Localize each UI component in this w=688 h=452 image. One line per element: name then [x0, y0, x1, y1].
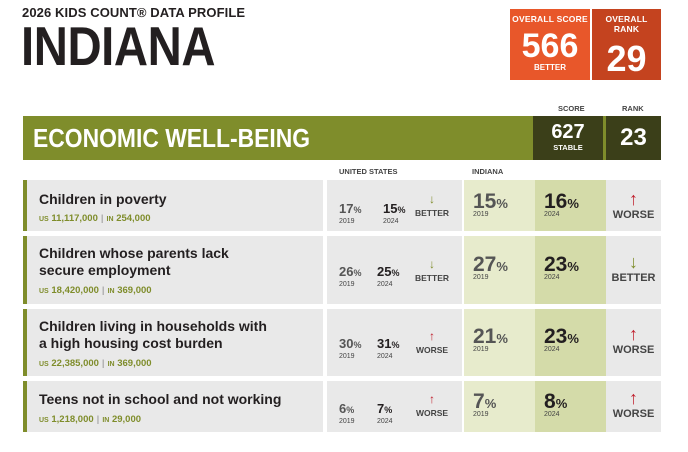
- state-name: INDIANA: [21, 15, 216, 77]
- profile-label: 2026 KIDS COUNT® DATA PROFILE: [22, 5, 246, 20]
- state-value-2024: 23% 2024: [544, 253, 579, 282]
- domain-title: ECONOMIC WELL-BEING: [33, 123, 311, 153]
- indicator-counts: US 18,420,000 | IN 369,000: [39, 285, 152, 296]
- overall-score-box: OVERALL SCORE 566 BETTER: [510, 9, 590, 80]
- indicator-counts: US 1,218,000 | IN 29,000: [39, 414, 142, 425]
- overall-score-label: OVERALL SCORE: [512, 14, 588, 24]
- us-value-2019: 30% 2019: [339, 336, 362, 360]
- row-accent: [23, 381, 27, 432]
- overall-score-value: 566: [521, 27, 579, 65]
- down-arrow-icon: ↓: [429, 257, 435, 271]
- overall-score-trend: BETTER: [534, 63, 566, 72]
- state-value-2019: 7% 2019: [473, 390, 497, 419]
- state-value-2024: 23% 2024: [544, 325, 579, 354]
- indicator-name: Teens not in school and not working: [39, 391, 282, 407]
- us-value-2024: 7% 2024: [377, 401, 393, 425]
- up-arrow-icon: ↑: [629, 388, 638, 408]
- us-trend: ↑ WORSE: [412, 392, 452, 418]
- state-value-2019: 21% 2019: [473, 325, 508, 354]
- indicator-name: Children in poverty: [39, 191, 167, 207]
- down-arrow-icon: ↓: [429, 192, 435, 206]
- overall-rank-label: OVERALL RANK: [605, 14, 648, 34]
- state-value-2019: 27% 2019: [473, 253, 508, 282]
- indicator-name: Children living in households with a high…: [39, 318, 267, 351]
- indicator-row: Teens not in school and not working US 1…: [23, 381, 661, 432]
- state-value-2024: 8% 2024: [544, 390, 568, 419]
- row-accent: [23, 236, 27, 304]
- us-value-2019: 6% 2019: [339, 401, 355, 425]
- state-value-2019: 15% 2019: [473, 190, 508, 219]
- overall-rank-value: 29: [606, 38, 647, 79]
- us-trend: ↑ WORSE: [412, 329, 452, 355]
- domain-bar: [23, 116, 632, 160]
- state-trend: ↓ BETTER: [606, 253, 661, 284]
- up-arrow-icon: ↑: [629, 189, 638, 209]
- indicator-name: Children whose parents lack secure employ…: [39, 245, 229, 278]
- domain-score-trend: STABLE: [553, 143, 583, 152]
- domain-rank-value: 23: [606, 116, 661, 160]
- row-accent: [23, 309, 27, 376]
- indicator-counts: US 11,117,000 | IN 254,000: [39, 213, 151, 224]
- us-value-2024: 25% 2024: [377, 264, 400, 288]
- us-value-2019: 26% 2019: [339, 264, 362, 288]
- overall-rank-box: OVERALL RANK 29: [592, 9, 661, 80]
- domain-score-value: 627: [551, 121, 585, 143]
- state-trend: ↑ WORSE: [606, 389, 661, 420]
- rank-column-header: RANK: [622, 104, 644, 113]
- us-trend: ↓ BETTER: [412, 192, 452, 218]
- up-arrow-icon: ↑: [429, 392, 435, 406]
- us-value-2019: 17% 2019: [339, 201, 362, 225]
- up-arrow-icon: ↑: [429, 329, 435, 343]
- us-trend: ↓ BETTER: [412, 257, 452, 283]
- down-arrow-icon: ↓: [629, 252, 638, 272]
- state-column-header: INDIANA: [472, 167, 504, 176]
- indicator-counts: US 22,385,000 | IN 369,000: [39, 358, 152, 369]
- indicator-row: Children living in households with a high…: [23, 309, 661, 376]
- state-value-2024: 16% 2024: [544, 190, 579, 219]
- row-accent: [23, 180, 27, 231]
- indicator-row: Children in poverty US 11,117,000 | IN 254…: [23, 180, 661, 231]
- score-column-header: SCORE: [558, 104, 585, 113]
- state-trend: ↑ WORSE: [606, 190, 661, 221]
- us-value-2024: 15% 2024: [383, 201, 406, 225]
- domain-score-box: 627 STABLE: [533, 116, 603, 160]
- indicator-row: Children whose parents lack secure employ…: [23, 236, 661, 304]
- us-value-2024: 31% 2024: [377, 336, 400, 360]
- us-column-header: UNITED STATES: [339, 167, 398, 176]
- state-trend: ↑ WORSE: [606, 325, 661, 356]
- up-arrow-icon: ↑: [629, 324, 638, 344]
